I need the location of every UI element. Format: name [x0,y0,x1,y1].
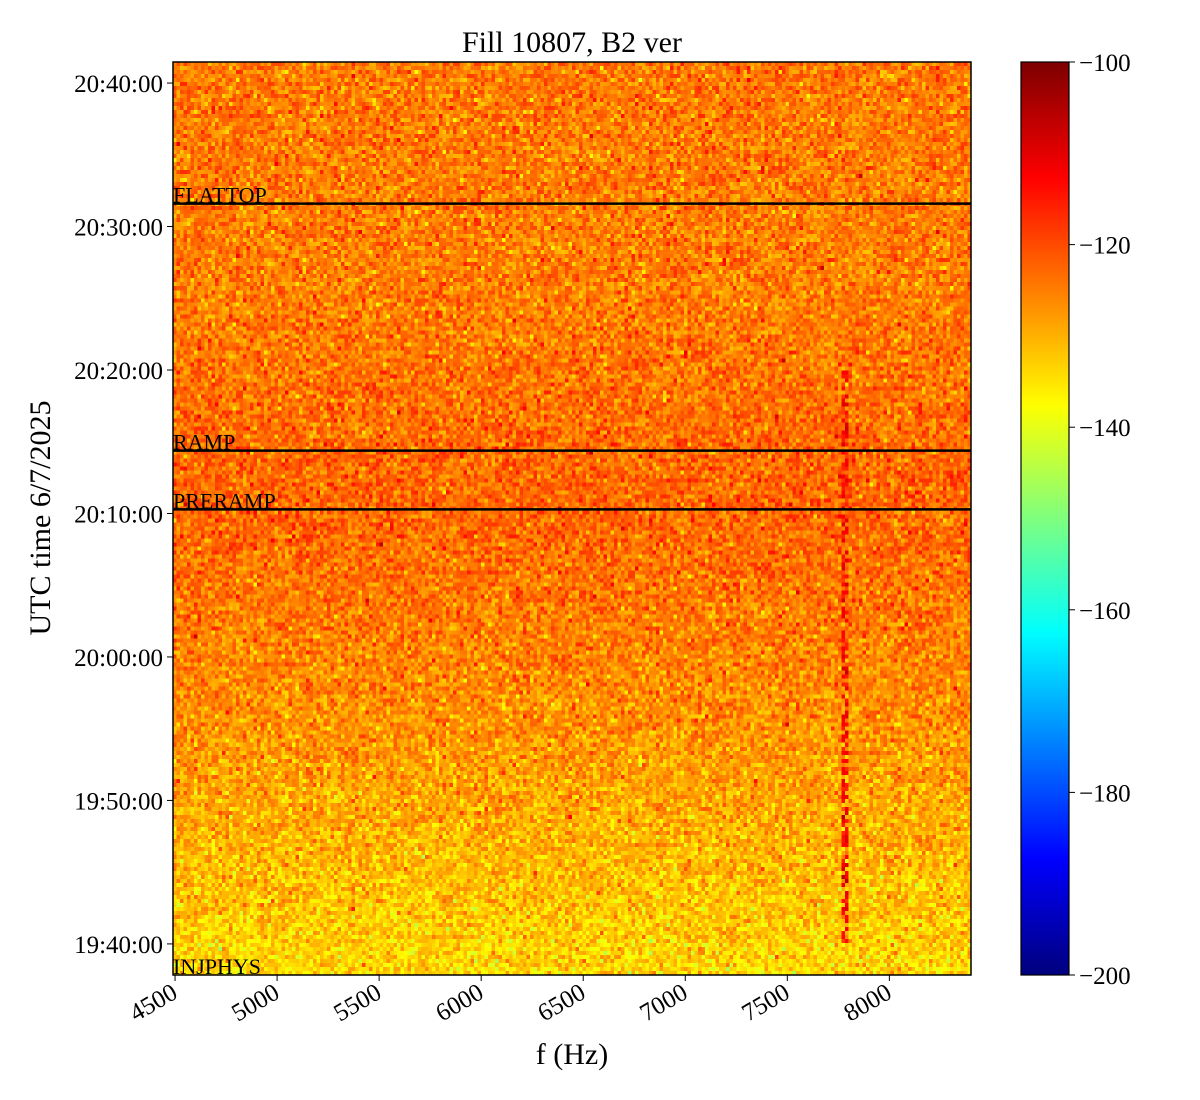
colorbar-tick-label: −160 [1079,598,1131,625]
y-tick-label: 19:40:00 [74,932,163,959]
y-tick-label: 19:50:00 [74,788,163,815]
spectrogram-heatmap [173,62,971,975]
colorbar [1021,62,1069,975]
colorbar-tick-label: −140 [1079,415,1131,442]
x-tick-label: 5500 [329,979,386,1027]
y-ticks: 19:40:00 19:50:00 20:00:00 20:10:00 20:20:00… [74,71,173,959]
y-tick-label: 20:30:00 [74,215,163,242]
y-axis-label: UTC time 6/7/2025 [24,401,57,636]
colorbar-ticks: −100 −120 −140 −160 −180 −200 [1069,50,1131,990]
x-axis-label: f (Hz) [536,1038,608,1071]
y-tick-label: 20:20:00 [74,358,163,385]
y-tick-label: 20:00:00 [74,645,163,672]
chart-title: Fill 10807, B2 ver [462,26,682,59]
x-tick-label: 5000 [227,979,284,1027]
event-label-preramp: PRERAMP [173,488,276,513]
y-tick-label: 20:40:00 [74,71,163,98]
y-tick-label: 20:10:00 [74,501,163,528]
colorbar-tick-label: −180 [1079,780,1131,807]
colorbar-tick-label: −100 [1079,50,1131,77]
colorbar-frame [1020,61,1070,976]
x-tick-label: 7000 [635,979,692,1027]
x-tick-label: 4500 [125,979,182,1027]
plot-frame [172,61,972,976]
x-tick-label: 8000 [840,979,897,1027]
colorbar-tick-label: −120 [1079,233,1131,260]
colorbar-tick-label: −200 [1079,963,1131,990]
x-ticks: 4500 5000 5500 6000 6500 7000 7500 8000 [125,975,896,1027]
event-label-ramp: RAMP [173,430,235,455]
x-tick-label: 7500 [738,979,795,1027]
event-label-flattop: FLATTOP [173,183,267,208]
x-tick-label: 6500 [533,979,590,1027]
x-tick-label: 6000 [431,979,488,1027]
